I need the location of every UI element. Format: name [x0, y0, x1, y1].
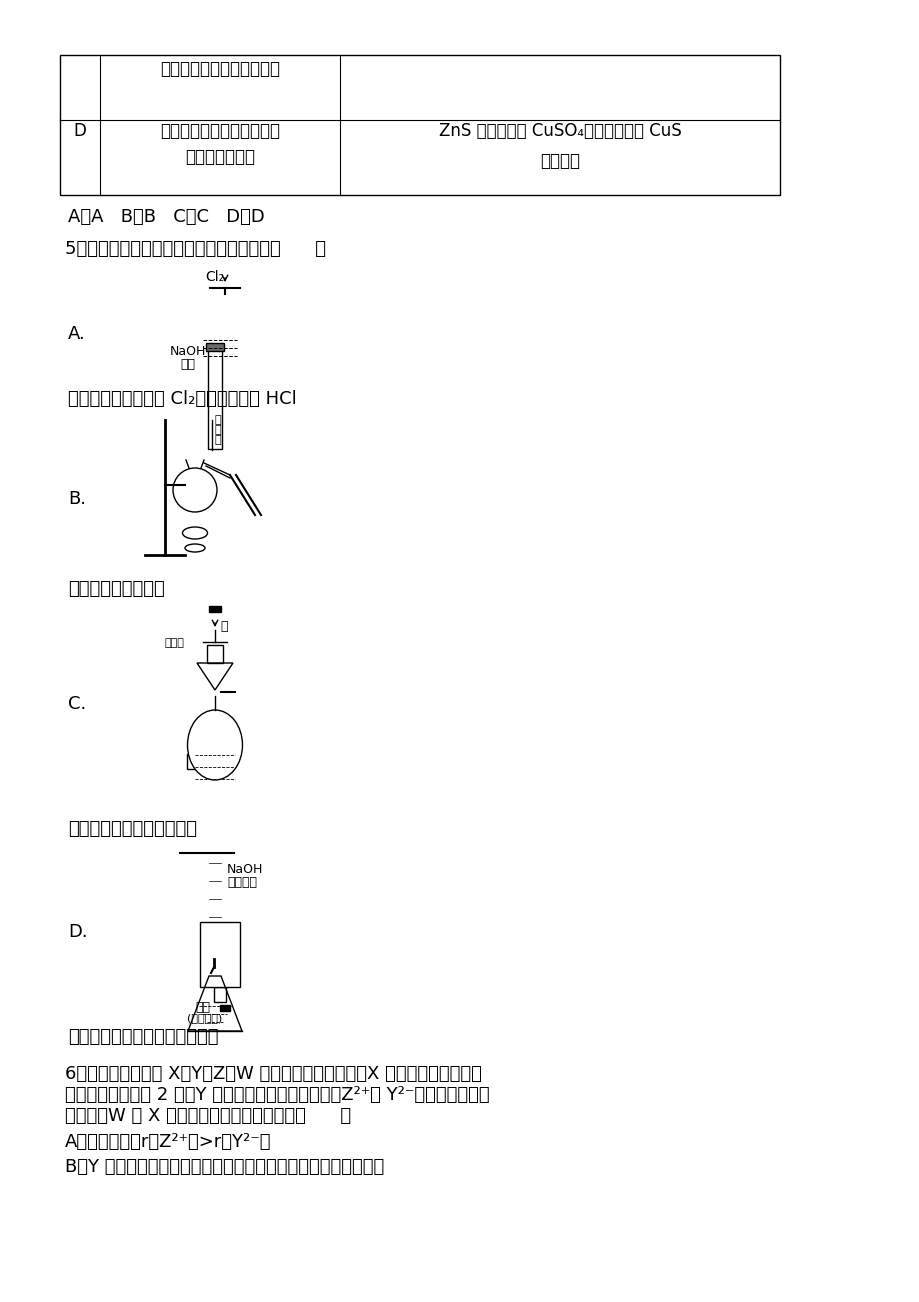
Text: NaOH: NaOH	[227, 863, 263, 876]
Text: 黑色沉淀: 黑色沉淀	[539, 152, 579, 171]
Text: NaOH: NaOH	[170, 345, 206, 358]
Ellipse shape	[185, 544, 205, 552]
Text: 更小的沉淀转化: 更小的沉淀转化	[185, 148, 255, 165]
Text: ZnS 沉淀中滴加 CuSO₄溶液可以得到 CuS: ZnS 沉淀中滴加 CuSO₄溶液可以得到 CuS	[438, 122, 681, 141]
Text: 溶液: 溶液	[180, 358, 195, 371]
Text: 止水夹: 止水夹	[165, 638, 185, 648]
Bar	[209, 605, 221, 612]
Text: 6．短周期主族元素 X、Y、Z、W 的原子序数依次增大．X 原子的最外层电子数
是其内层电子数的 2 倍，Y 是地壳中含量最高的元素，Z²⁺与 Y²⁻具有相同的: 6．短周期主族元素 X、Y、Z、W 的原子序数依次增大．X 原子的最外层电子数 …	[65, 1065, 489, 1125]
Text: 如图所示为石油分馏: 如图所示为石油分馏	[68, 579, 165, 598]
Text: 如图所示为测定未知盐酸的浓度: 如图所示为测定未知盐酸的浓度	[68, 1029, 219, 1046]
Text: A．A   B．B   C．C   D．D: A．A B．B C．C D．D	[68, 208, 265, 227]
Bar	[208, 349, 221, 449]
Bar	[60, 55, 779, 195]
Text: 标准溶液: 标准溶液	[227, 876, 256, 889]
FancyArrow shape	[207, 644, 222, 663]
Text: C.: C.	[68, 695, 86, 713]
Text: 5．下列实验装置正确且能达到实验目的是（      ）: 5．下列实验装置正确且能达到实验目的是（ ）	[65, 240, 325, 258]
Text: B．Y 的气态简单氢化物的热稳定性比氮元素的气态简单氢化物强: B．Y 的气态简单氢化物的热稳定性比氮元素的气态简单氢化物强	[65, 1157, 384, 1176]
Text: A．离子半径：r（Z²⁺）>r（Y²⁻）: A．离子半径：r（Z²⁺）>r（Y²⁻）	[65, 1133, 271, 1151]
Bar	[206, 342, 223, 352]
Text: A.: A.	[68, 326, 85, 342]
Text: D.: D.	[68, 923, 87, 941]
Text: B.: B.	[68, 490, 85, 508]
Text: 水: 水	[220, 620, 227, 633]
Text: Cl₂: Cl₂	[205, 270, 224, 284]
Bar	[220, 1005, 230, 1010]
Text: 如图所示为检查装置气密性: 如图所示为检查装置气密性	[68, 820, 197, 838]
Text: 随相对分子质量增大而升高: 随相对分子质量增大而升高	[160, 60, 279, 78]
Text: 度: 度	[215, 424, 221, 435]
Text: D: D	[74, 122, 86, 141]
Text: 盐酸: 盐酸	[195, 1001, 210, 1014]
Bar	[214, 987, 226, 1003]
Bar	[199, 922, 240, 987]
Text: 溶解度小的沉淀易向溶解度: 溶解度小的沉淀易向溶解度	[160, 122, 279, 141]
Ellipse shape	[187, 710, 243, 780]
Bar	[187, 754, 203, 769]
Text: 温: 温	[215, 415, 221, 424]
Ellipse shape	[182, 527, 208, 539]
Text: 用如图所示装置除去 Cl₂中含有的少量 HCl: 用如图所示装置除去 Cl₂中含有的少量 HCl	[68, 391, 297, 408]
Text: (含指示剂): (含指示剂)	[187, 1013, 222, 1023]
Text: 计: 计	[215, 435, 221, 445]
